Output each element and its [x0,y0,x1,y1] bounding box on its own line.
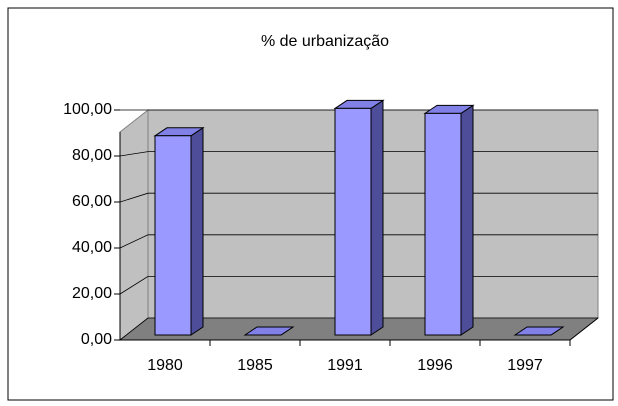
chart-title: % de urbanização [261,33,389,50]
bar [333,99,385,336]
y-tick-label: 100,00 [63,101,112,118]
side-wall [119,108,149,342]
bar-side [190,126,204,336]
x-tick-label: 1980 [147,357,183,374]
y-tick-label: 80,00 [72,147,112,164]
y-tick-label: 20,00 [72,285,112,302]
bar-front [154,135,192,336]
bar [423,104,475,336]
bar [243,326,295,336]
bar-front [424,112,462,336]
y-tick-label: 60,00 [72,193,112,210]
x-tick-label: 1985 [237,357,273,374]
x-tick-label: 1991 [327,357,363,374]
bar [153,126,205,336]
bar-side [460,104,474,336]
x-axis-end [569,317,599,341]
bar-front [334,107,372,336]
x-tick-label: 1996 [417,357,453,374]
bar-side [370,99,384,336]
x-tick-label: 1997 [507,357,543,374]
y-tick-label: 40,00 [72,239,112,256]
bar [513,326,565,336]
y-tick-label: 0,00 [81,331,112,348]
